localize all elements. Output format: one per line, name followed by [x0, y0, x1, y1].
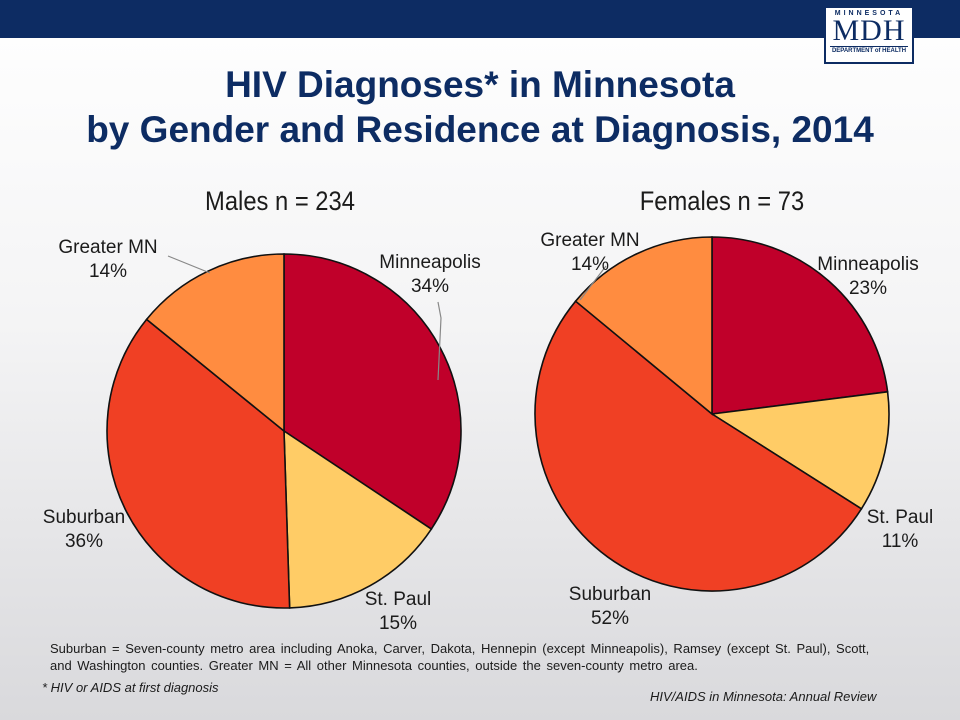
males-label-minneapolis: Minneapolis	[379, 252, 480, 273]
males-label-greater-mn: Greater MN	[58, 237, 157, 258]
females-slice-suburban	[534, 300, 863, 592]
females-value-suburban: 52%	[591, 608, 629, 629]
females-value-st-paul: 11%	[882, 531, 919, 552]
males-value-suburban: 36%	[65, 531, 103, 552]
females-label-minneapolis: Minneapolis	[817, 254, 918, 275]
source-citation: HIV/AIDS in Minnesota: Annual Review	[650, 689, 877, 704]
females-label-greater-mn: Greater MN	[540, 230, 639, 251]
logo-state-text: MINNESOTA	[834, 10, 904, 17]
title-line-1: HIV Diagnoses* in Minnesota	[225, 64, 735, 105]
males-value-st-paul: 15%	[379, 613, 417, 634]
females-slice-st-paul	[709, 390, 890, 510]
slide-title: HIV Diagnoses* in Minnesota by Gender an…	[0, 62, 960, 152]
females-label-suburban: Suburban	[569, 584, 651, 605]
males-chart-title: Males n = 234	[205, 186, 355, 216]
males-label-suburban: Suburban	[43, 507, 125, 528]
females-value-greater-mn: 14%	[571, 254, 609, 275]
males-slice-greater-mn	[145, 253, 285, 433]
males-slice-st-paul	[283, 429, 433, 609]
males-leader-greater-mn	[167, 255, 211, 274]
header-bar	[0, 0, 960, 38]
footnote-line-2: and Washington counties. Greater MN = Al…	[50, 658, 698, 673]
logo-department-text: DEPARTMENT of HEALTH	[830, 46, 908, 54]
footnote-line-1: Suburban = Seven-county metro area inclu…	[50, 641, 870, 656]
males-slice-suburban	[106, 318, 291, 609]
males-leader-minneapolis	[437, 301, 442, 381]
females-label-st-paul: St. Paul	[867, 507, 934, 528]
males-label-st-paul: St. Paul	[365, 589, 432, 610]
females-leader-greater-mn	[579, 265, 607, 301]
females-chart-title: Females n = 73	[639, 186, 805, 216]
logo-mdh-text: MDH	[832, 14, 906, 47]
footnote: Suburban = Seven-county metro area inclu…	[50, 640, 870, 674]
asterisk-note: * HIV or AIDS at first diagnosis	[42, 680, 219, 695]
females-slice-greater-mn	[574, 236, 713, 416]
males-value-minneapolis: 34%	[411, 276, 449, 297]
females-slice-minneapolis	[711, 236, 889, 415]
males-value-greater-mn: 14%	[89, 261, 127, 282]
title-line-2: by Gender and Residence at Diagnosis, 20…	[86, 109, 874, 150]
mdh-logo: MINNESOTA MDH DEPARTMENT of HEALTH	[824, 6, 914, 64]
females-value-minneapolis: 23%	[849, 278, 887, 299]
